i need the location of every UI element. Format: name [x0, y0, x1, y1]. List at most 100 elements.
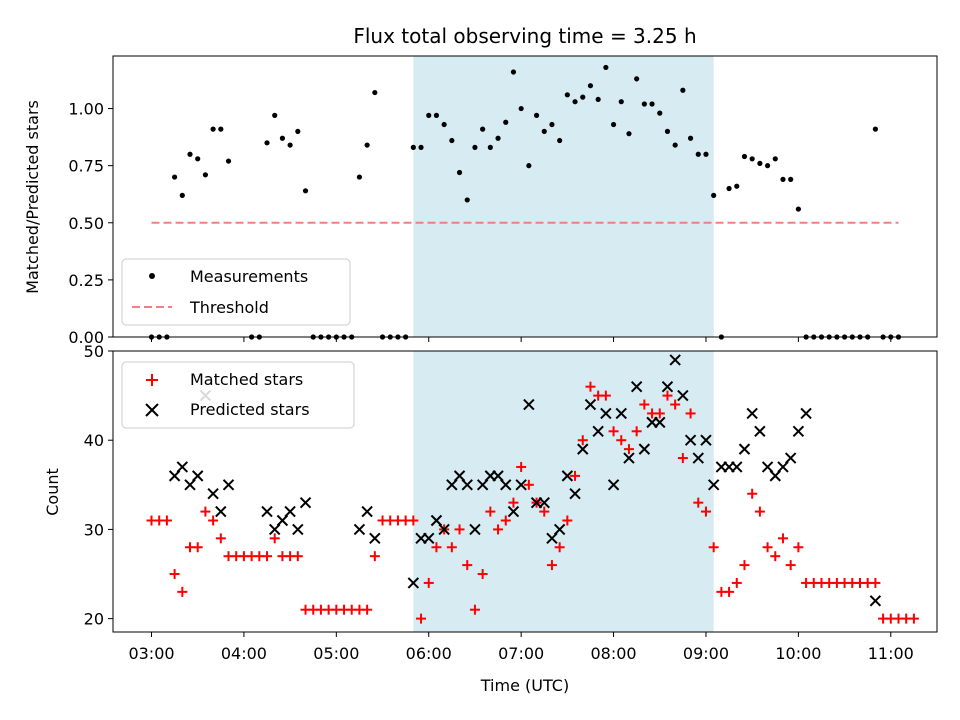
measurement-point — [441, 121, 447, 128]
matched-star-point — [200, 506, 211, 517]
x-tick-label: 05:00 — [313, 644, 359, 663]
measurement-point — [757, 160, 763, 166]
matched-star-point — [269, 533, 280, 544]
predicted-star-point — [292, 523, 304, 536]
measurement-point — [195, 156, 201, 162]
matched-star-point — [577, 435, 588, 446]
measurement-point — [264, 140, 270, 146]
measurement-point — [487, 144, 493, 150]
predicted-star-point — [500, 479, 512, 491]
measurement-point — [711, 192, 717, 198]
measurement-point — [472, 144, 478, 150]
y-tick-label: 0.50 — [68, 214, 104, 233]
matched-star-point — [431, 542, 442, 553]
y-tick-label: 50 — [84, 342, 104, 361]
predicted-star-point — [615, 407, 627, 420]
measurement-point — [626, 131, 632, 137]
x-tick-label: 10:00 — [775, 644, 821, 663]
matched-star-point — [870, 577, 881, 588]
measurement-point — [295, 128, 301, 134]
predicted-star-point — [507, 505, 520, 518]
predicted-star-point — [692, 452, 704, 464]
y-tick-label: 40 — [84, 431, 104, 450]
measurement-point — [518, 105, 524, 112]
predicted-star-point — [523, 398, 535, 411]
measurement-point — [580, 94, 586, 100]
matched-star-point — [408, 515, 419, 526]
measurement-point — [657, 110, 663, 116]
predicted-star-point — [638, 443, 651, 455]
matched-star-point — [462, 560, 473, 571]
predicted-star-point — [700, 434, 712, 446]
predicted-star-point — [261, 505, 273, 518]
matched-star-point — [369, 551, 380, 562]
matched-star-point — [454, 524, 465, 535]
predicted-star-point — [623, 452, 635, 464]
matched-star-point — [477, 569, 488, 580]
top-y-ticks: 0.00 0.25 0.50 0.75 1.00 — [68, 100, 113, 347]
top-y-axis-label: Matched/Predicted stars — [23, 100, 42, 294]
predicted-star-point — [754, 425, 766, 437]
measurements-series — [148, 64, 902, 340]
measurement-point — [272, 112, 278, 118]
measurement-point — [433, 112, 440, 118]
matched-star-point — [777, 533, 788, 544]
predicted-star-point — [684, 434, 697, 446]
matched-star-point — [739, 560, 750, 571]
measurement-point — [356, 174, 363, 180]
measurement-point — [595, 96, 601, 103]
predicted-star-point — [215, 505, 227, 518]
predicted-star-point — [192, 470, 204, 482]
matched-star-point — [654, 408, 665, 419]
measurement-point — [649, 101, 655, 107]
predicted-star-point — [592, 425, 604, 437]
matched-star-point — [485, 506, 496, 517]
measurement-point — [564, 92, 570, 98]
matched-star-point — [585, 381, 596, 392]
predicted-star-point — [176, 461, 189, 473]
matched-star-point — [731, 577, 742, 588]
x-tick-label: 09:00 — [683, 644, 729, 663]
measurement-point — [734, 183, 740, 189]
measurement-point — [218, 126, 224, 132]
y-tick-label: 0.75 — [68, 157, 104, 176]
predicted-star-point — [746, 407, 758, 420]
measurement-point — [179, 192, 185, 198]
measurement-point — [872, 126, 878, 132]
measurement-point — [187, 151, 193, 157]
legend-matched-label: Matched stars — [190, 370, 303, 389]
matched-star-point — [631, 426, 642, 437]
predicted-star-point — [677, 389, 689, 402]
x-tick-label: 03:00 — [128, 644, 174, 663]
predicted-star-point — [222, 479, 235, 491]
measurement-point — [372, 89, 378, 96]
measurement-point — [618, 99, 624, 105]
predicted-star-point — [299, 496, 312, 509]
predicted-star-point — [731, 461, 743, 473]
bottom-y-axis-label: Count — [43, 468, 62, 516]
measurement-point — [541, 128, 547, 134]
matched-star-point — [562, 515, 573, 526]
y-tick-label: 0.00 — [68, 328, 104, 347]
measurement-point — [664, 128, 671, 134]
measurement-point — [480, 126, 486, 132]
measurement-point — [426, 112, 432, 118]
matched-star-point — [546, 560, 557, 571]
matched-star-point — [908, 613, 919, 624]
matched-star-point — [616, 435, 627, 446]
x-axis-label: Time (UTC) — [480, 676, 569, 695]
matched-star-point — [608, 426, 619, 437]
measurement-point — [364, 142, 370, 148]
x-tick-label: 07:00 — [498, 644, 544, 663]
bottom-plot-frame — [112, 350, 938, 633]
matched-star-point — [623, 444, 634, 455]
measurement-point — [703, 151, 709, 157]
measurement-point — [572, 99, 578, 105]
measurement-point — [749, 156, 755, 162]
bottom-y-ticks: 20 30 40 50 — [84, 342, 113, 629]
matched-star-point — [446, 542, 457, 553]
matched-star-point — [292, 551, 303, 562]
measurement-point — [510, 69, 517, 75]
measurement-point — [279, 135, 286, 141]
top-plot-frame — [112, 55, 938, 338]
